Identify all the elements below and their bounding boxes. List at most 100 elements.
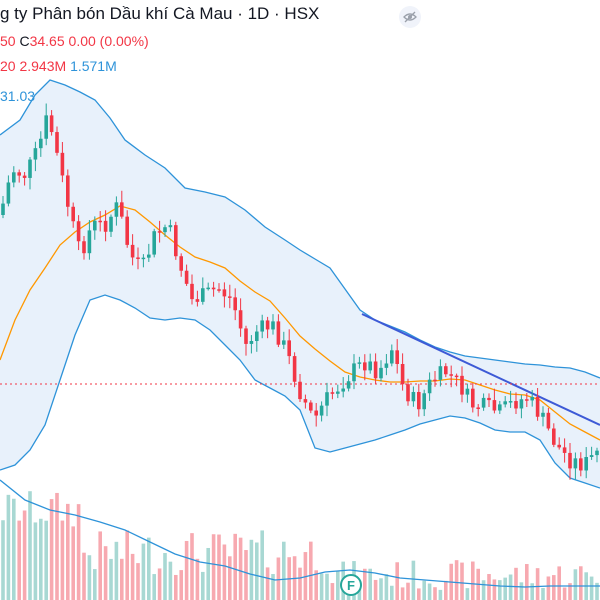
volume-bar: [238, 537, 243, 600]
candle-body: [390, 350, 394, 364]
candle-body: [98, 220, 102, 223]
candle-body: [309, 402, 313, 411]
volume-ma-value: 1.571M: [70, 58, 117, 74]
volume-value: 2.943M: [19, 58, 67, 74]
candle-body: [562, 447, 567, 453]
candle-body: [319, 405, 324, 416]
candle-body: [411, 391, 416, 402]
volume-bar: [530, 583, 534, 600]
volume-bar: [211, 534, 216, 600]
candle-body: [514, 401, 518, 409]
volume-legend: 20 2.943M 1.571M: [0, 58, 117, 74]
volume-bar: [298, 567, 302, 600]
candle-body: [427, 379, 432, 394]
volume-bar: [28, 491, 32, 600]
bollinger-band-fill: [0, 80, 600, 488]
ohlc-legend: 50 C34.65 0.00 (0.00%): [0, 33, 149, 49]
close-value: 34.65: [29, 33, 65, 49]
volume-bar: [282, 541, 286, 600]
volume-bar: [487, 574, 491, 600]
candle-body: [125, 216, 129, 245]
candle-body: [109, 216, 113, 232]
volume-bar: [406, 582, 410, 600]
candle-body: [406, 384, 410, 402]
volume-bar: [552, 575, 556, 600]
volume-bar: [508, 574, 513, 600]
candle-body: [508, 401, 513, 403]
volume-bar: [309, 541, 313, 600]
volume-bar: [589, 576, 594, 600]
candle-body: [184, 270, 189, 284]
volume-bar: [595, 582, 599, 600]
bollinger-legend: 31.03: [0, 88, 35, 104]
candle-body: [12, 172, 16, 183]
volume-bar: [222, 544, 227, 600]
candle-body: [503, 401, 507, 405]
candle-body: [255, 331, 259, 341]
volume-bar: [271, 574, 275, 600]
candle-body: [141, 257, 146, 260]
candle-body: [44, 115, 48, 139]
candle-body: [211, 287, 216, 290]
candle-body: [33, 148, 38, 160]
candle-body: [276, 321, 281, 345]
candle-body: [330, 392, 335, 394]
candle-body: [179, 256, 183, 271]
candle-body: [525, 399, 529, 401]
volume-bar: [17, 520, 21, 600]
candle-body: [346, 381, 351, 389]
volume-bar: [573, 569, 578, 600]
candle-body: [265, 320, 270, 330]
volume-bar: [87, 555, 92, 600]
candle-body: [22, 175, 27, 178]
volume-bar: [60, 520, 65, 600]
candle-body: [460, 375, 464, 395]
candle-body: [341, 388, 345, 392]
candle-body: [28, 159, 32, 178]
volume-bar: [427, 583, 432, 600]
candle-body: [465, 388, 470, 395]
candle-body: [228, 296, 232, 298]
candle-body: [206, 287, 210, 290]
candle-body: [314, 410, 318, 416]
candle-body: [395, 350, 399, 364]
bollinger-upper-band: [0, 79, 600, 379]
volume-bar: [66, 503, 70, 600]
trend-line[interactable]: [361, 313, 600, 426]
volume-bar: [157, 568, 162, 600]
volume-bar: [557, 566, 561, 600]
volume-bar: [525, 564, 529, 600]
candle-body: [238, 310, 243, 329]
candle-body: [579, 458, 583, 471]
candle-body: [49, 115, 54, 133]
volume-bar: [168, 561, 173, 600]
candle-body: [368, 361, 372, 371]
candle-body: [519, 399, 524, 409]
candle-body: [352, 363, 356, 382]
volume-bar: [303, 552, 308, 600]
volume-bar: [265, 567, 270, 600]
volume-prefix: 20: [0, 58, 16, 74]
candle-body: [449, 374, 453, 376]
candle-body: [233, 297, 237, 311]
volume-bar: [433, 587, 437, 600]
volume-bar: [519, 582, 524, 600]
volume-bar: [444, 580, 448, 600]
volume-bar: [152, 574, 156, 600]
candle-body: [417, 391, 421, 410]
candle-body: [298, 381, 302, 400]
candle-body: [82, 241, 86, 254]
visibility-toggle-button[interactable]: [399, 6, 421, 28]
f-marker-icon[interactable]: F: [340, 574, 362, 596]
candle-body: [546, 412, 551, 429]
candle-body: [373, 361, 378, 379]
candle-body: [444, 366, 448, 375]
volume-bar: [114, 541, 119, 600]
volume-bar: [357, 585, 362, 600]
candle-body: [471, 388, 475, 408]
candle-body: [217, 289, 221, 291]
volume-bar: [514, 567, 518, 600]
candle-body: [557, 444, 561, 448]
candle-body: [530, 396, 534, 401]
